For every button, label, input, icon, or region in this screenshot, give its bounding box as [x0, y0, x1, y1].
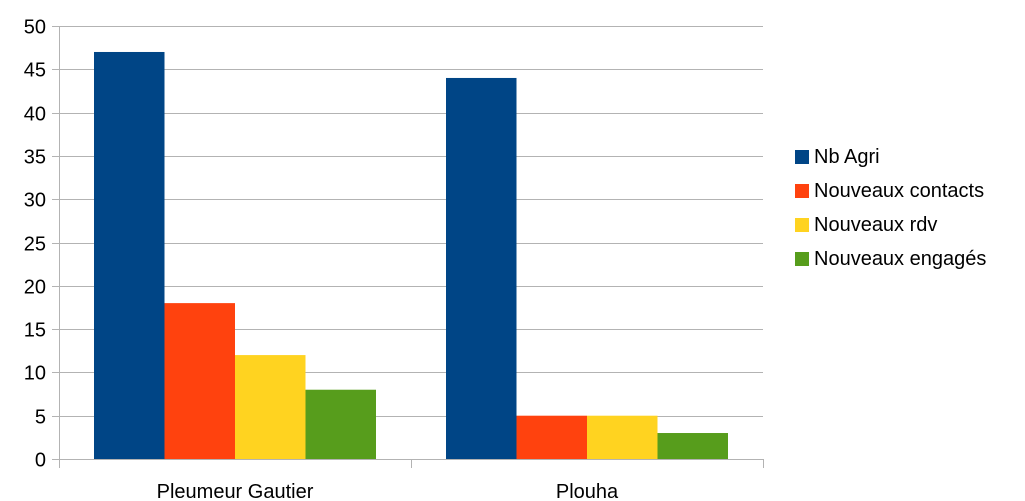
- bars: [94, 51, 728, 460]
- y-tick-label: 15: [24, 320, 46, 342]
- bar-0-3: [305, 389, 376, 459]
- y-tick-label: 40: [24, 104, 46, 126]
- legend-swatch: [795, 150, 809, 164]
- x-category-label: Pleumeur Gautier: [157, 481, 314, 501]
- legend-label: Nouveaux rdv: [814, 214, 937, 236]
- legend-item: Nouveaux rdv: [795, 214, 937, 236]
- axes: [59, 26, 764, 468]
- legend-item: Nouveaux contacts: [795, 180, 984, 202]
- bar-0-0: [94, 51, 165, 459]
- legend-swatch: [795, 184, 809, 198]
- legend-swatch: [795, 252, 809, 266]
- y-tick-label: 45: [24, 60, 46, 82]
- y-tick-label: 30: [24, 190, 46, 212]
- legend: Nb Agri Nouveaux contacts Nouveaux rdv Nouv…: [795, 146, 986, 270]
- bar-0-2: [235, 355, 306, 459]
- y-tick-label: 0: [35, 450, 46, 472]
- y-tick-label: 10: [24, 363, 46, 385]
- legend-label: Nouveaux contacts: [814, 180, 984, 202]
- bar-0-1: [164, 303, 235, 459]
- y-tick-label: 20: [24, 277, 46, 299]
- y-tick-label: 25: [24, 234, 46, 256]
- y-tick-label: 35: [24, 147, 46, 169]
- bar-1-3: [657, 433, 728, 459]
- y-tick-label: 50: [24, 17, 46, 39]
- bar-1-0: [446, 77, 517, 460]
- legend-label: Nouveaux engagés: [814, 248, 986, 270]
- bar-1-1: [516, 415, 587, 459]
- x-axis-category-labels: Pleumeur Gautier Plouha: [157, 481, 619, 501]
- y-axis-tick-labels: 0 5 10 15 20 25 30 35 40 45 50: [24, 17, 46, 472]
- legend-item: Nb Agri: [795, 146, 880, 168]
- bar-1-2: [587, 415, 658, 459]
- legend-swatch: [795, 218, 809, 232]
- legend-label: Nb Agri: [814, 146, 880, 168]
- legend-item: Nouveaux engagés: [795, 248, 986, 270]
- x-category-label: Plouha: [556, 481, 619, 501]
- y-tick-label: 5: [35, 407, 46, 429]
